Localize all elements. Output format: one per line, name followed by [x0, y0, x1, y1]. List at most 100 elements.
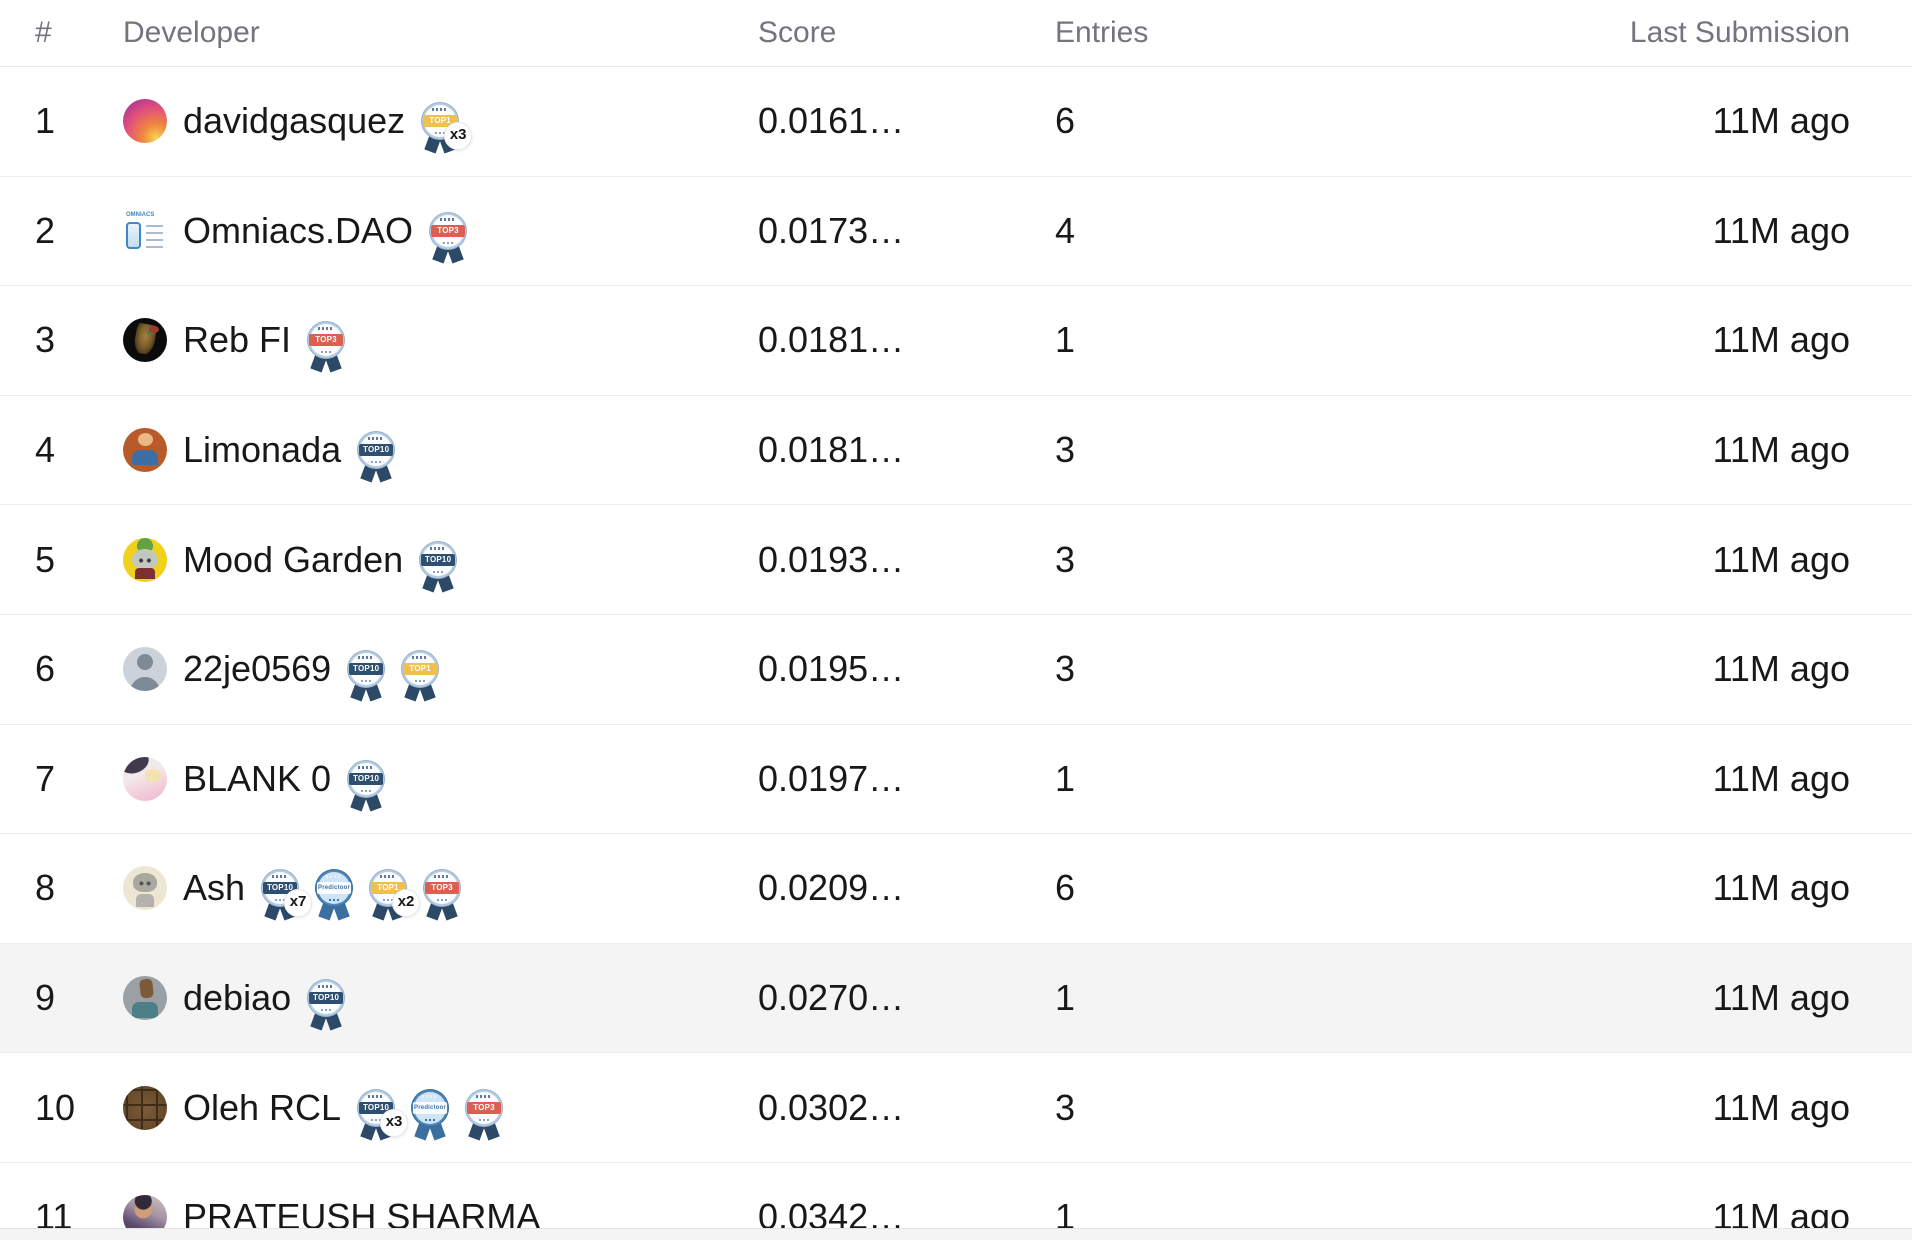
badge-bird-icon	[329, 899, 340, 902]
badge-label: TOP3	[431, 224, 466, 237]
badge-label: TOP10	[349, 772, 384, 785]
badge-arc-text	[422, 1094, 439, 1098]
badge-list: TOP10	[347, 759, 386, 812]
badge-circle: TOP3	[307, 321, 346, 360]
avatar	[123, 976, 167, 1021]
top10-badge-icon: TOP10	[357, 431, 396, 483]
column-header-entries: Entries	[1055, 16, 1149, 49]
badge-arc-text	[440, 217, 457, 221]
badge-circle: TOP10	[419, 540, 458, 579]
badge-bird-icon	[425, 1118, 436, 1121]
table-row[interactable]: 2 OMNIACS Omniacs.DAO TOP3 0.01	[0, 176, 1912, 287]
table-row[interactable]: 6 22je0569 TOP10	[0, 614, 1912, 725]
top10-badge-icon: TOP10	[419, 540, 458, 593]
top10-badge-icon: TOP10 x3	[357, 1088, 409, 1141]
rank: 8	[35, 867, 56, 909]
badge-list: TOP10 x3 Predictoor	[357, 1088, 504, 1141]
table-row[interactable]: 10 Oleh RCL TOP10 x3	[0, 1053, 1912, 1163]
badge-circle: TOP3	[465, 1088, 504, 1127]
badge-arc-text	[368, 1094, 385, 1098]
entries: 6	[1055, 867, 1076, 909]
badge-stars	[443, 241, 454, 244]
badge-list: TOP10	[419, 540, 458, 593]
badge-arc-text	[326, 875, 343, 879]
top10-badge-icon: TOP10	[347, 650, 386, 702]
last-submission: 11M ago	[1712, 977, 1850, 1019]
badge-circle: TOP10	[347, 650, 386, 689]
avatar	[123, 318, 167, 363]
badge-label: TOP1	[403, 663, 438, 676]
top3-badge-icon: TOP3	[423, 869, 462, 921]
top3-badge-icon: TOP3	[307, 321, 346, 373]
developer-name: BLANK 0	[183, 757, 332, 799]
top3-badge-icon: TOP3	[429, 211, 468, 264]
badge-multiplier: x3	[444, 122, 473, 151]
table-row[interactable]: 7 BLANK 0 TOP10 0.0197… 1 11M ago	[0, 724, 1912, 835]
badge-arc-text	[358, 765, 375, 769]
rank: 4	[35, 429, 56, 471]
entries: 1	[1055, 1196, 1076, 1238]
developer-name: Mood Garden	[183, 538, 404, 580]
table-row[interactable]: 8 Ash TOP10 x7	[0, 834, 1912, 944]
entries: 3	[1055, 538, 1076, 580]
badge-multiplier: x3	[380, 1108, 409, 1137]
top10-badge-icon: TOP10 x7	[261, 869, 313, 921]
badge-stars	[361, 680, 372, 683]
score: 0.0270…	[758, 977, 905, 1019]
badge-circle: TOP3	[429, 211, 468, 250]
entries: 3	[1055, 1086, 1076, 1128]
badge-stars	[361, 789, 372, 792]
badge-arc-text	[318, 327, 335, 331]
avatar	[123, 866, 167, 911]
rank: 10	[35, 1086, 76, 1128]
badge-list: TOP10	[307, 979, 346, 1031]
table-row[interactable]: 1 davidgasquez TOP1 x3 0.0161… 6	[0, 67, 1912, 177]
rank: 3	[35, 319, 56, 361]
last-submission: 11M ago	[1712, 209, 1850, 251]
developer-name: Limonada	[183, 429, 342, 471]
badge-arc-text	[430, 546, 447, 550]
rank: 2	[35, 209, 56, 251]
badge-circle: TOP10	[307, 979, 346, 1018]
badge-label: TOP10	[421, 553, 456, 566]
avatar	[123, 99, 167, 144]
top1-badge-icon: TOP1 x2	[369, 869, 421, 921]
table-row-highlighted[interactable]: 9 debiao TOP10 0.0270… 1 11M ago	[0, 943, 1912, 1054]
badge-label: TOP10	[309, 992, 344, 1005]
top1-badge-icon: TOP1	[401, 650, 440, 702]
badge-list: TOP10 x7 Predictoor	[261, 869, 462, 921]
badge-circle: TOP3	[423, 869, 462, 908]
badge-stars	[275, 899, 286, 902]
badge-arc-text	[358, 656, 375, 660]
badge-list: TOP3	[307, 321, 346, 373]
badge-list: TOP10 TOP1	[347, 650, 440, 702]
rank: 5	[35, 538, 56, 580]
last-submission: 11M ago	[1712, 867, 1850, 909]
badge-label: Predictoor	[413, 1101, 448, 1114]
predictoor-badge-icon: Predictoor	[315, 869, 354, 921]
entries: 1	[1055, 757, 1076, 799]
badge-circle: TOP1	[401, 650, 440, 689]
badge-stars	[371, 461, 382, 464]
avatar-placeholder-icon	[123, 647, 167, 692]
top3-badge-icon: TOP3	[465, 1088, 504, 1141]
entries: 3	[1055, 648, 1076, 690]
last-submission: 11M ago	[1712, 429, 1850, 471]
badge-stars	[479, 1118, 490, 1121]
badge-label: TOP3	[309, 334, 344, 347]
table-row[interactable]: 4 Limonada TOP10 0.0181… 3 11M ago	[0, 395, 1912, 506]
column-header-last-submission: Last Submission	[1629, 16, 1850, 49]
top10-badge-icon: TOP10	[347, 759, 386, 812]
badge-stars	[383, 899, 394, 902]
table-row[interactable]: 3 Reb FI TOP3 0.0181… 1 11M ago	[0, 286, 1912, 396]
predictoor-badge-icon: Predictoor	[411, 1088, 450, 1141]
table-row[interactable]: 5 Mood Garden TOP10 0.0193… 3 11M ago	[0, 505, 1912, 615]
badge-stars	[321, 351, 332, 354]
developer-name: debiao	[183, 977, 292, 1019]
rank: 9	[35, 977, 56, 1019]
avatar-logo-text: OMNIACS	[126, 211, 155, 218]
column-header-developer: Developer	[123, 16, 260, 49]
last-submission: 11M ago	[1712, 100, 1850, 142]
top10-badge-icon: TOP10	[307, 979, 346, 1031]
avatar	[123, 756, 167, 801]
